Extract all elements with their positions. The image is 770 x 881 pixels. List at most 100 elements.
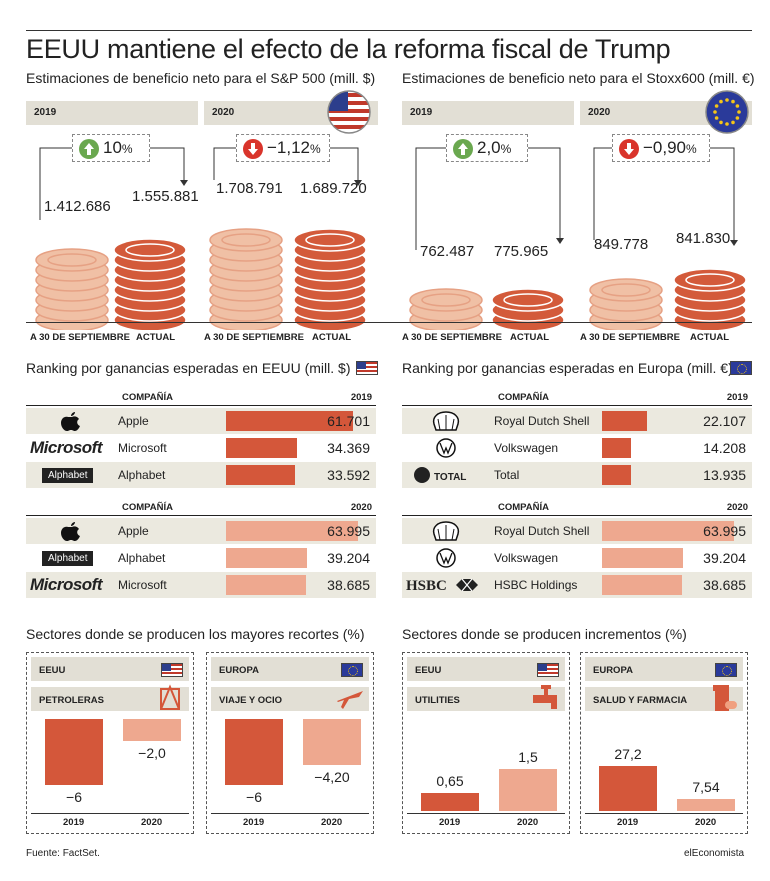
svg-text:HSBC: HSBC <box>406 578 447 594</box>
arrow-down-icon <box>243 139 263 159</box>
column-header-year: 2019 <box>726 392 748 403</box>
stoxx-subtitle: Estimaciones de beneficio neto para el S… <box>402 70 755 86</box>
stoxx-value-actual-2020: 841.830 <box>676 230 731 247</box>
value-label: 39.204 <box>327 550 370 566</box>
table-row: TOTAL Total 13.935 <box>402 462 752 488</box>
company-name: Volkswagen <box>494 551 559 565</box>
value-label: 13.935 <box>703 467 746 483</box>
source-note: Fuente: FactSet. <box>26 848 100 859</box>
panel-baseline <box>407 813 565 814</box>
coin-stack <box>293 228 367 330</box>
bar <box>45 719 103 785</box>
coins-baseline <box>26 322 752 323</box>
us-flag-small-icon <box>161 663 183 677</box>
ranking-us-2019-table-header: COMPAÑÍA 2019 <box>26 388 376 406</box>
sp500-change-2019: 10% <box>72 134 150 162</box>
eu-flag-small-icon <box>341 663 363 677</box>
value-bar <box>602 521 734 541</box>
sector-panel: EEUU PETROLERAS −6 2019 −2,0 2020 <box>26 652 194 834</box>
bar <box>499 769 557 811</box>
sp500-change-2019-unit: % <box>121 142 133 156</box>
value-bar <box>602 575 682 595</box>
sp500-value-actual-2019: 1.555.881 <box>132 188 199 205</box>
microsoft-logo-text: Microsoft <box>30 438 103 457</box>
shell-logo-icon <box>406 411 488 431</box>
cuts-title: Sectores donde se producen los mayores r… <box>26 626 365 642</box>
sp500-label-3: A 30 DE SEPTIEMBRE <box>204 332 304 343</box>
sector-panel: EUROPA SALUD Y FARMACIA 27,2 2019 7,54 2020 <box>580 652 748 834</box>
ranking-us-2020-table-header: COMPAÑÍA 2020 <box>26 498 376 516</box>
hsbc-logo-icon: HSBC <box>406 575 488 595</box>
arrow-down-icon <box>619 139 639 159</box>
apple-logo-icon <box>30 521 112 541</box>
coin-stack <box>491 288 565 330</box>
sp500-label-1: A 30 DE SEPTIEMBRE <box>30 332 130 343</box>
stoxx-label-2: ACTUAL <box>510 332 550 343</box>
alphabet-logo-icon: Alphabet <box>30 465 112 485</box>
value-label: 63.995 <box>327 523 370 539</box>
us-flag-icon <box>327 90 371 134</box>
bar-value-label: −4,20 <box>314 769 350 786</box>
table-row: Microsoft Microsoft 38.685 <box>26 572 376 598</box>
value-bar <box>226 438 297 458</box>
value-label: 33.592 <box>327 467 370 483</box>
value-bar <box>226 548 307 568</box>
value-label: 34.369 <box>327 440 370 456</box>
bar-year-label: 2019 <box>617 817 639 828</box>
sp500-label-2: ACTUAL <box>136 332 176 343</box>
stoxx-value-sep-2019: 762.487 <box>420 243 475 260</box>
arrow-up-icon <box>453 139 473 159</box>
ranking-us-title: Ranking por ganancias esperadas en EEUU … <box>26 360 351 376</box>
eu-flag-icon <box>705 90 749 134</box>
bar-value-label: 1,5 <box>518 749 538 765</box>
bar-year-label: 2019 <box>439 817 461 828</box>
us-flag-small-icon <box>356 361 378 375</box>
column-header-year: 2020 <box>350 502 372 513</box>
column-header-company: COMPAÑÍA <box>122 502 174 513</box>
value-bar <box>226 465 295 485</box>
table-row: Volkswagen 14.208 <box>402 435 752 461</box>
eu-flag-small-icon <box>730 361 752 375</box>
stoxx-year1-band: 2019 <box>402 101 574 125</box>
sp500-year1-band: 2019 <box>26 101 198 125</box>
volkswagen-logo-icon <box>406 548 488 568</box>
bar-year-label: 2020 <box>517 817 539 828</box>
table-row: HSBC HSBC Holdings 38.685 <box>402 572 752 598</box>
table-row: Alphabet Alphabet 39.204 <box>26 545 376 571</box>
value-label: 22.107 <box>703 413 746 429</box>
value-label: 63.995 <box>703 523 746 539</box>
stoxx-change-2019-unit: % <box>500 142 512 156</box>
microsoft-logo-icon: Microsoft <box>30 575 112 595</box>
value-label: 61.701 <box>327 413 370 429</box>
company-name: Microsoft <box>118 441 167 455</box>
stoxx-change-2020-unit: % <box>686 142 697 156</box>
bar <box>303 719 361 766</box>
bar <box>421 792 479 811</box>
water-tap-icon <box>531 683 561 718</box>
value-bar <box>602 465 631 485</box>
bar-value-label: −6 <box>66 789 82 805</box>
stoxx-change-2020-value: −0,90 <box>643 138 687 157</box>
value-bar <box>226 575 306 595</box>
change-connectors <box>39 147 738 250</box>
company-name: Microsoft <box>118 578 167 592</box>
table-row: Apple 63.995 <box>26 518 376 544</box>
value-bar <box>226 411 353 431</box>
us-flag-small-icon <box>537 663 559 677</box>
stoxx-change-2019-value: 2,0 <box>477 138 501 157</box>
stoxx-value-actual-2019: 775.965 <box>494 243 549 260</box>
coin-stack <box>35 248 109 330</box>
company-name: Volkswagen <box>494 441 559 455</box>
value-bar <box>602 438 631 458</box>
coin-stacks <box>35 228 747 330</box>
bar-year-label: 2019 <box>243 817 265 828</box>
value-bar <box>226 521 358 541</box>
coin-stack <box>113 238 187 330</box>
column-header-company: COMPAÑÍA <box>498 502 550 513</box>
bar-year-label: 2019 <box>63 817 85 828</box>
increases-title: Sectores donde se producen incrementos (… <box>402 626 687 642</box>
sp500-change-2020-unit: % <box>310 142 321 156</box>
panel-sector: UTILITIES <box>407 687 565 711</box>
bar <box>123 719 181 741</box>
stoxx-label-3: A 30 DE SEPTIEMBRE <box>580 332 680 343</box>
